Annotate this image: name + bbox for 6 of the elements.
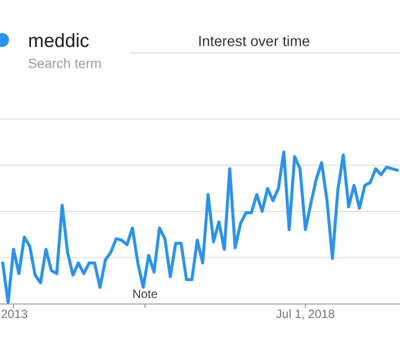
x-tick-label: Jul 1, 2018 bbox=[276, 307, 336, 321]
x-tick-label: 2013 bbox=[1, 307, 28, 321]
annotation: Note bbox=[132, 287, 158, 301]
legend-label: meddic bbox=[28, 31, 90, 52]
chart-title: Interest over time bbox=[198, 34, 310, 50]
text: Search term bbox=[28, 56, 102, 71]
